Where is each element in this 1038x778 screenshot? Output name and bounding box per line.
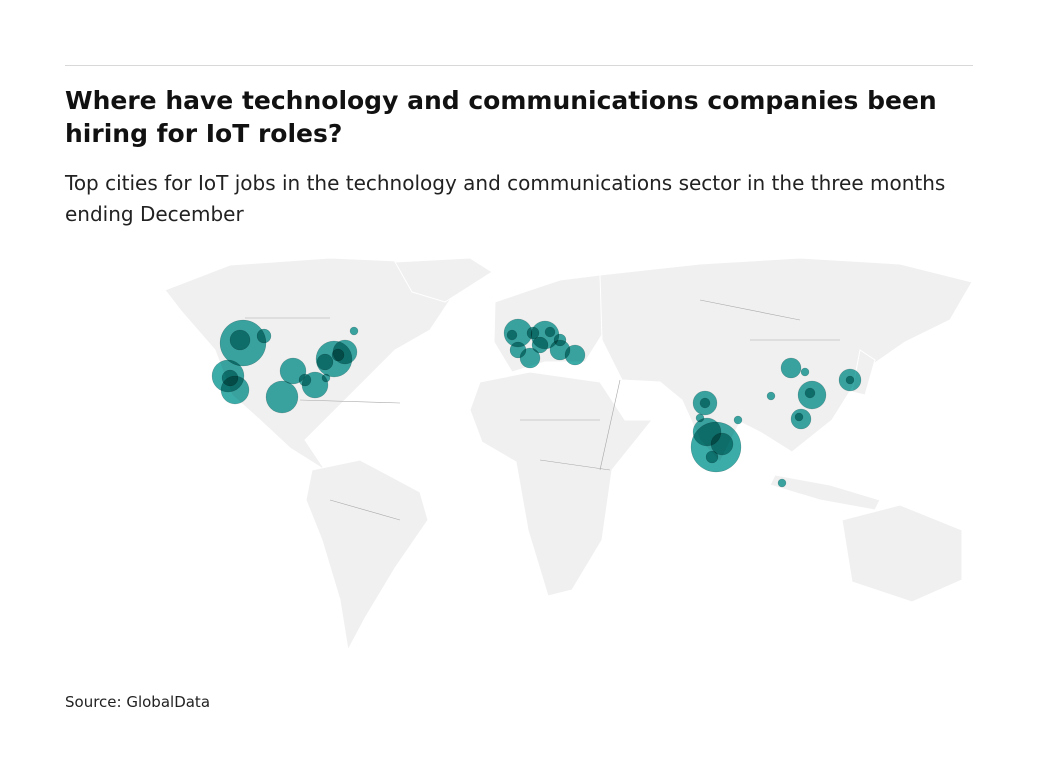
city-bubble[interactable] — [845, 375, 855, 385]
landmass-indonesia — [769, 474, 881, 511]
city-bubble[interactable] — [777, 478, 787, 488]
city-bubble[interactable] — [794, 412, 804, 422]
city-bubble[interactable] — [331, 348, 345, 362]
bubble-layer — [211, 318, 862, 488]
top-divider — [65, 65, 973, 66]
city-bubble[interactable] — [699, 397, 711, 409]
country-border — [699, 299, 801, 321]
landmass-south-america — [305, 459, 429, 652]
country-border — [329, 499, 401, 521]
country-border — [539, 459, 611, 471]
city-bubble[interactable] — [506, 329, 518, 341]
city-bubble[interactable] — [509, 341, 527, 359]
city-bubble[interactable] — [780, 357, 802, 379]
city-bubble[interactable] — [804, 387, 816, 399]
city-bubble[interactable] — [564, 344, 586, 366]
country-border — [299, 399, 401, 404]
city-bubble[interactable] — [229, 329, 251, 351]
city-bubble[interactable] — [265, 380, 299, 414]
chart-title: Where have technology and communications… — [65, 86, 937, 148]
city-bubble[interactable] — [526, 326, 540, 340]
chart-subtitle: Top cities for IoT jobs in the technolog… — [65, 171, 946, 226]
source-note: Source: GlobalData — [65, 693, 211, 711]
landmass-greenland — [394, 257, 493, 303]
city-bubble[interactable] — [220, 375, 250, 405]
city-bubble[interactable] — [256, 328, 272, 344]
city-bubble[interactable] — [553, 333, 567, 347]
city-bubble[interactable] — [531, 336, 549, 354]
land-layer — [164, 257, 973, 652]
city-bubble[interactable] — [544, 326, 556, 338]
city-bubble[interactable] — [298, 373, 312, 387]
city-bubble[interactable] — [321, 373, 331, 383]
country-border — [599, 379, 621, 471]
landmass-africa — [469, 371, 654, 597]
city-bubble[interactable] — [800, 367, 810, 377]
city-bubble[interactable] — [349, 326, 359, 336]
landmass-australia — [841, 504, 963, 603]
city-bubble[interactable] — [733, 415, 743, 425]
city-bubble[interactable] — [710, 432, 734, 456]
city-bubble[interactable] — [316, 353, 334, 371]
city-bubble[interactable] — [705, 450, 719, 464]
city-bubble[interactable] — [766, 391, 776, 401]
